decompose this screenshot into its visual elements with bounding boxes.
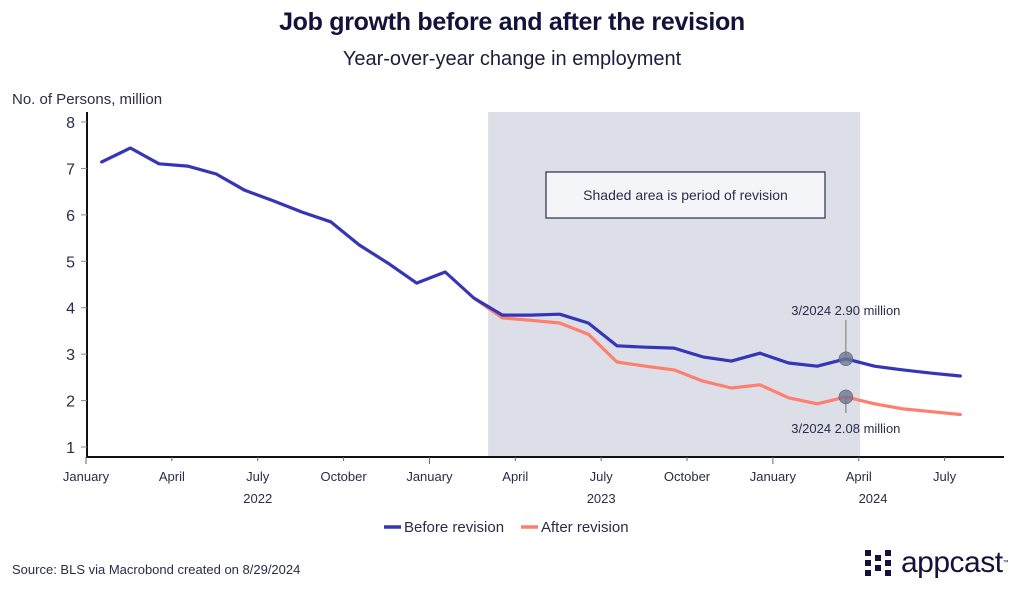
y-tick-label: 4 [66,301,75,318]
x-tick-label: July [590,469,614,484]
y-tick-label: 3 [66,347,75,364]
annotation-marker [838,389,854,405]
x-tick-label: April [159,469,185,484]
revision-note-box [545,171,826,219]
x-year-label: 2022 [243,491,272,506]
y-tick-label: 6 [66,208,75,225]
y-axis-label: No. of Persons, million [12,91,162,108]
before-revision-line [100,146,962,378]
x-tick-label: July [933,469,957,484]
annotation-label: 3/2024 2.08 million [791,421,900,436]
y-tick-label: 7 [66,161,75,178]
logo-trademark: ™ [1002,560,1009,566]
after-revision-line [472,296,962,417]
y-tick-label: 5 [66,254,75,271]
x-tick-label: April [846,469,872,484]
x-tick-label: January [63,469,110,484]
annotation-marker [838,351,854,367]
chart-subtitle: Year-over-year change in employment [342,48,682,70]
legend-label-after: After revision [541,519,629,536]
x-tick-label: October [320,469,367,484]
x-year-label: 2024 [859,491,888,506]
x-tick-label: April [502,469,528,484]
y-tick-label: 2 [66,394,75,411]
appcast-logo: appcast ™ [865,546,1009,580]
logo-grid-icon [865,546,895,580]
revision-note-text: Shaded area is period of revision [583,187,788,203]
x-year-label: 2023 [587,491,616,506]
annotation-label: 3/2024 2.90 million [791,303,900,318]
legend-label-before: Before revision [404,519,504,536]
x-tick-label: October [664,469,711,484]
logo-text: appcast [901,546,1003,579]
chart-title: Job growth before and after the revision [279,8,745,36]
source-note: Source: BLS via Macrobond created on 8/2… [12,562,301,577]
x-tick-label: January [406,469,453,484]
y-tick-label: 1 [66,440,75,457]
x-tick-label: January [750,469,797,484]
y-tick-label: 8 [66,115,75,132]
shaded-revision-region [488,112,861,457]
x-tick-label: July [246,469,270,484]
